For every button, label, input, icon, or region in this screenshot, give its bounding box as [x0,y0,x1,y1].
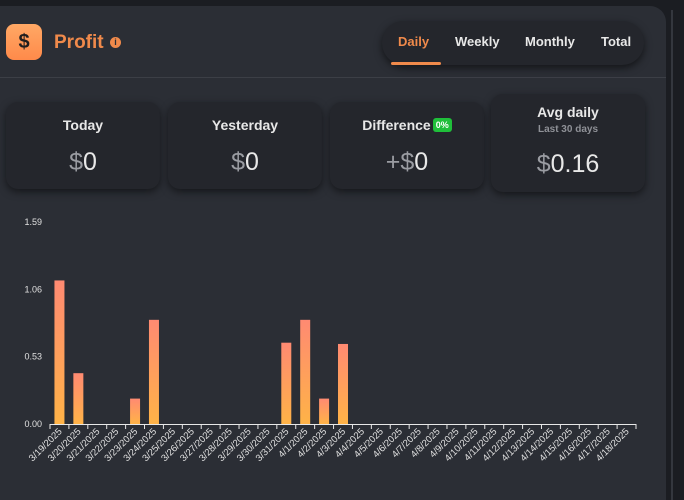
bar[interactable] [130,398,141,424]
y-tick-label: 0.00 [24,419,42,429]
y-tick-label: 1.59 [24,217,42,227]
currency-symbol: $ [69,148,83,176]
tab-weekly[interactable]: Weekly [455,34,500,49]
info-icon[interactable]: i [110,37,121,48]
bar[interactable] [338,343,348,424]
y-tick-label: 1.06 [24,284,42,294]
bar[interactable] [73,373,84,424]
panel-header: $ Profit i Daily Weekly Monthly Total [0,6,666,78]
tab-daily[interactable]: Daily [398,34,430,49]
difference-label: Difference 0% [330,117,484,133]
bar[interactable] [148,319,159,424]
difference-card: Difference 0% +$0 [330,102,484,189]
difference-label-text: Difference [362,117,431,133]
bar[interactable] [300,319,311,424]
difference-amount: 0 [414,148,429,176]
yesterday-label: Yesterday [211,117,279,133]
active-tab-indicator [391,62,441,65]
yesterday-amount: 0 [245,148,259,176]
today-amount: 0 [83,148,97,176]
period-tabs: Daily Weekly Monthly Total [382,21,644,65]
currency-symbol: $ [231,148,245,176]
panel-title: Profit [54,32,104,53]
today-label: Today [62,117,104,133]
today-value: $0 [6,148,160,177]
page-scrollbar-track[interactable] [666,0,684,500]
profit-bar-chart: 0.000.531.061.593/19/20253/20/20253/21/2… [24,217,637,464]
avg-daily-label: Avg daily [537,104,599,120]
yesterday-card: Yesterday $0 [168,102,322,189]
avg-daily-sublabel: Last 30 days [537,124,599,135]
currency-symbol: $ [400,148,415,176]
avg-daily-amount: 0.16 [550,150,600,178]
yesterday-value: $0 [168,148,322,177]
tab-total[interactable]: Total [601,34,632,49]
today-card: Today $0 [6,102,160,189]
dollar-icon: $ [6,24,42,60]
avg-daily-value: $0.16 [491,150,645,179]
difference-value: +$0 [330,148,484,177]
bar[interactable] [319,398,330,424]
avg-daily-card: Avg daily Last 30 days $0.16 [491,94,645,192]
y-tick-label: 0.53 [24,352,42,362]
difference-prefix: + [385,148,401,176]
bar[interactable] [281,342,292,424]
currency-symbol: $ [536,150,551,178]
scrollbar-edge [671,10,673,500]
profit-panel: $ Profit i Daily Weekly Monthly Total To… [0,6,666,500]
bar[interactable] [54,280,65,424]
tab-monthly[interactable]: Monthly [525,34,575,49]
difference-badge: 0% [432,118,452,132]
